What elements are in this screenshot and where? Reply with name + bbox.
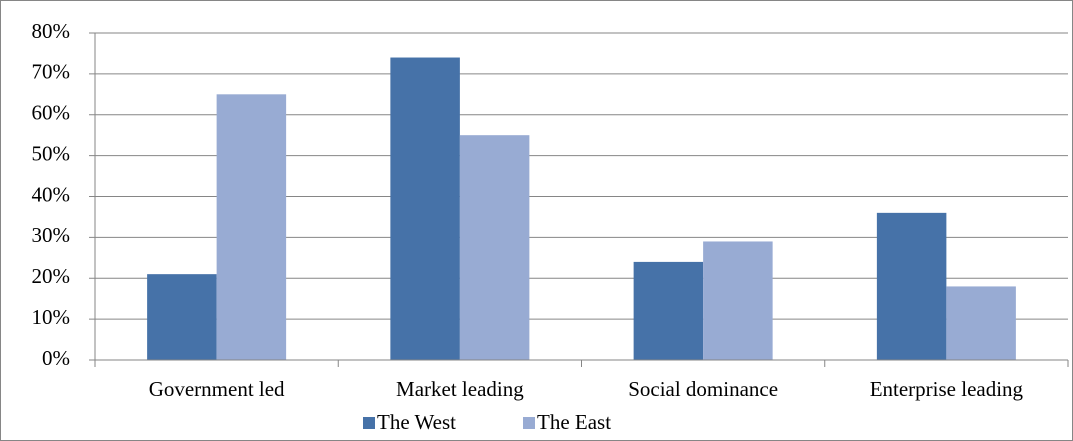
y-tick-label: 40% bbox=[32, 182, 71, 206]
legend-label: The West bbox=[377, 410, 456, 434]
y-tick-label: 0% bbox=[42, 346, 70, 370]
legend-swatch bbox=[523, 417, 535, 429]
x-tick-label: Social dominance bbox=[628, 377, 778, 401]
bar bbox=[216, 94, 287, 360]
y-tick-label: 20% bbox=[32, 264, 71, 288]
bar bbox=[633, 261, 704, 360]
bar bbox=[876, 212, 947, 360]
x-tick-label: Market leading bbox=[396, 377, 524, 401]
bar bbox=[703, 241, 773, 360]
legend-swatch bbox=[363, 417, 375, 429]
x-tick-label: Enterprise leading bbox=[870, 377, 1024, 401]
y-tick-label: 50% bbox=[32, 141, 71, 165]
y-tick-label: 30% bbox=[32, 223, 71, 247]
bar bbox=[147, 274, 217, 360]
y-tick-label: 70% bbox=[32, 60, 71, 84]
bar bbox=[946, 286, 1016, 360]
y-tick-label: 10% bbox=[32, 305, 71, 329]
bar bbox=[390, 57, 460, 361]
y-tick-label: 80% bbox=[32, 19, 71, 43]
y-tick-label: 60% bbox=[32, 101, 71, 125]
x-tick-label: Government led bbox=[149, 377, 285, 401]
legend-label: The East bbox=[537, 410, 611, 434]
bar bbox=[459, 135, 530, 360]
